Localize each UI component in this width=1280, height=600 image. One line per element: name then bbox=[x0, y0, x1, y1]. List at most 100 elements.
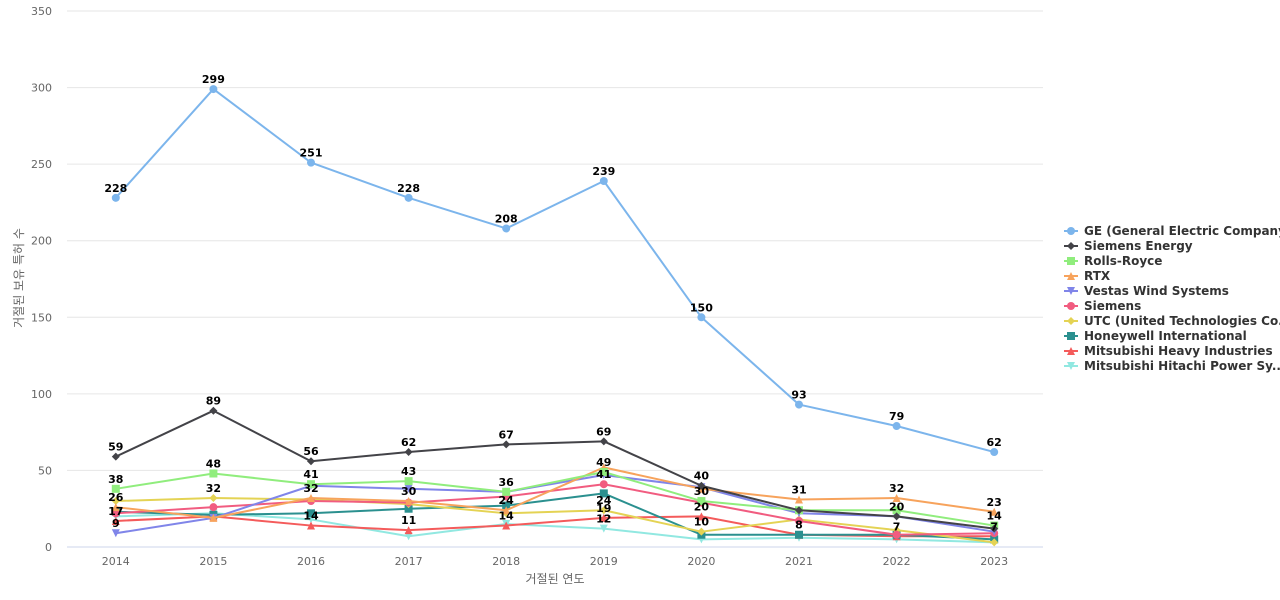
legend-item[interactable]: Mitsubishi Hitachi Power Sy... bbox=[1064, 359, 1280, 373]
data-point bbox=[502, 501, 511, 510]
data-label: 49 bbox=[596, 456, 611, 469]
data-point bbox=[404, 193, 413, 202]
data-label: 31 bbox=[791, 484, 806, 497]
legend-marker bbox=[1067, 257, 1075, 265]
legend-item[interactable]: Honeywell International bbox=[1064, 329, 1247, 343]
legend-marker bbox=[1067, 227, 1075, 235]
data-label: 41 bbox=[596, 468, 611, 481]
data-point bbox=[502, 521, 511, 530]
data-label: 89 bbox=[206, 395, 221, 408]
data-point bbox=[795, 400, 803, 409]
data-point bbox=[111, 193, 120, 202]
legend: GE (General Electric Company)Siemens Ene… bbox=[1064, 224, 1280, 373]
series-0 bbox=[111, 85, 999, 457]
grid-lines bbox=[67, 10, 1043, 548]
data-point bbox=[599, 176, 608, 185]
data-point bbox=[307, 509, 315, 518]
data-label: 8 bbox=[795, 519, 803, 532]
data-label: 40 bbox=[694, 470, 710, 483]
data-point bbox=[209, 493, 218, 502]
legend-item[interactable]: UTC (United Technologies Co... bbox=[1064, 314, 1280, 328]
y-tick-label: 100 bbox=[31, 388, 52, 401]
data-point bbox=[697, 527, 706, 536]
data-point bbox=[697, 497, 706, 506]
data-point bbox=[599, 437, 608, 446]
data-point bbox=[404, 532, 413, 541]
data-label: 299 bbox=[202, 73, 225, 86]
data-point bbox=[502, 506, 511, 515]
legend-label: Honeywell International bbox=[1084, 329, 1247, 343]
legend-item[interactable]: Mitsubishi Heavy Industries bbox=[1064, 344, 1273, 358]
legend-item[interactable]: Rolls-Royce bbox=[1064, 254, 1162, 268]
data-label: 228 bbox=[104, 182, 127, 195]
legend-item[interactable]: Vestas Wind Systems bbox=[1064, 284, 1229, 298]
data-point bbox=[599, 467, 608, 476]
data-point bbox=[697, 481, 706, 490]
data-label: 19 bbox=[596, 502, 611, 515]
data-point bbox=[697, 512, 706, 521]
data-point bbox=[599, 524, 608, 533]
x-tick-label: 2020 bbox=[687, 555, 715, 568]
legend-item[interactable]: GE (General Electric Company) bbox=[1064, 224, 1280, 238]
legend-item[interactable]: RTX bbox=[1064, 269, 1111, 283]
y-tick-label: 150 bbox=[31, 311, 52, 324]
data-label: 12 bbox=[596, 513, 611, 526]
legend-item[interactable]: Siemens Energy bbox=[1064, 239, 1193, 253]
series-line bbox=[115, 474, 995, 535]
legend-label: Rolls-Royce bbox=[1084, 254, 1162, 268]
legend-marker bbox=[1067, 272, 1075, 280]
data-point bbox=[795, 495, 803, 504]
data-label: 62 bbox=[401, 436, 416, 449]
data-label: 79 bbox=[889, 410, 904, 423]
x-tick-label: 2023 bbox=[980, 555, 1008, 568]
series-line bbox=[115, 483, 995, 536]
legend-label: Siemens bbox=[1084, 299, 1141, 313]
data-point bbox=[307, 457, 315, 466]
data-point bbox=[892, 506, 901, 515]
y-tick-label: 350 bbox=[31, 5, 52, 18]
y-axis: 0 50 100 150 200 250 300 350 bbox=[31, 5, 52, 554]
series-3 bbox=[111, 463, 999, 522]
data-label: 43 bbox=[401, 465, 416, 478]
data-point bbox=[990, 524, 999, 533]
data-label: 208 bbox=[495, 212, 518, 225]
data-point bbox=[892, 530, 901, 539]
data-point bbox=[599, 489, 608, 498]
data-label: 11 bbox=[401, 514, 416, 527]
legend-label: Mitsubishi Hitachi Power Sy... bbox=[1084, 359, 1280, 373]
data-label: 41 bbox=[303, 468, 318, 481]
data-label: 32 bbox=[889, 482, 904, 495]
data-label: 30 bbox=[401, 485, 417, 498]
data-point bbox=[795, 516, 803, 525]
data-point bbox=[502, 487, 511, 496]
series-line bbox=[115, 88, 995, 454]
x-tick-label: 2015 bbox=[199, 555, 227, 568]
data-point bbox=[307, 515, 315, 524]
data-label: 56 bbox=[303, 445, 319, 458]
data-label: 38 bbox=[108, 473, 123, 486]
data-label: 59 bbox=[108, 441, 123, 454]
legend-label: RTX bbox=[1084, 269, 1111, 283]
series-line bbox=[115, 466, 995, 519]
x-tick-label: 2018 bbox=[492, 555, 520, 568]
x-axis-title: 거절된 연도 bbox=[525, 572, 584, 586]
data-label: 69 bbox=[596, 425, 611, 438]
legend-marker bbox=[1067, 362, 1075, 370]
data-label: 9 bbox=[112, 517, 120, 530]
y-tick-label: 300 bbox=[31, 82, 52, 95]
data-label: 10 bbox=[694, 516, 710, 529]
series-line bbox=[115, 470, 995, 527]
x-tick-label: 2017 bbox=[395, 555, 423, 568]
data-label: 24 bbox=[499, 494, 515, 507]
legend-item[interactable]: Siemens bbox=[1064, 299, 1141, 313]
y-tick-label: 50 bbox=[38, 464, 52, 477]
data-point bbox=[990, 538, 999, 547]
series-line bbox=[115, 409, 995, 530]
y-tick-label: 200 bbox=[31, 235, 52, 248]
data-label: 32 bbox=[206, 482, 221, 495]
data-label: 7 bbox=[893, 520, 901, 533]
data-point bbox=[599, 506, 608, 515]
legend-marker bbox=[1067, 287, 1075, 295]
